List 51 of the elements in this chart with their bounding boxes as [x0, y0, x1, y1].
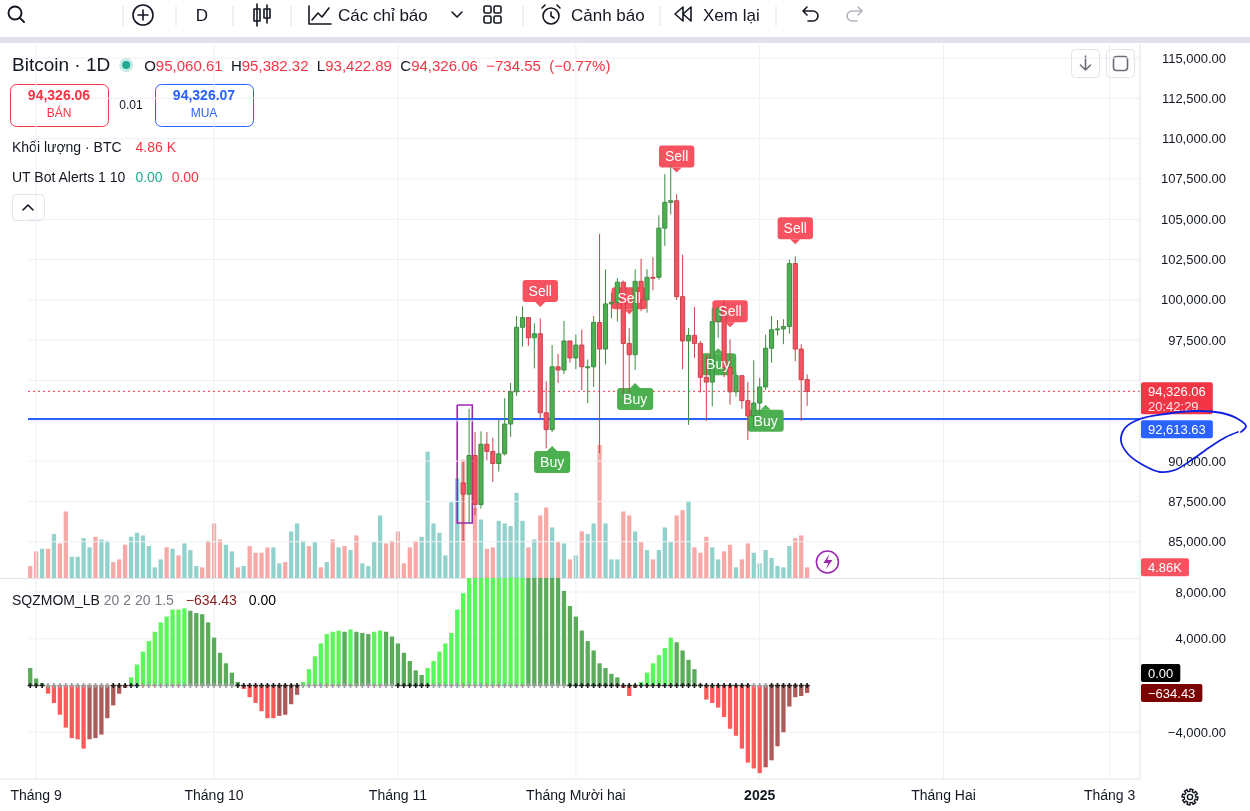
annotation: 0.00: [171, 169, 200, 185]
text: −634.43: [1148, 685, 1196, 701]
annotation: MUA: [190, 106, 218, 120]
y-tick-label: 8,000.00: [1175, 584, 1226, 600]
annotation: UT Bot Alerts 1 10: [12, 169, 126, 185]
annotation: Buy: [623, 391, 648, 408]
text: SQZMOM_LB 20 2 20 1.5: [12, 592, 175, 608]
y-tick-label: 100,000.00: [1160, 292, 1226, 308]
text: Bitcoin · 1D: [12, 54, 111, 75]
y-tick-label: 105,000.00: [1160, 211, 1226, 227]
x-tick-label: Tháng 3: [1083, 787, 1136, 803]
x-tick-label: Tháng Mười hai: [526, 787, 626, 803]
annotation: 0.01: [119, 98, 143, 112]
text: 20:42:29: [1148, 398, 1199, 414]
y-tick-label: 97,500.00: [1168, 332, 1226, 348]
y-tick-label: 4,000.00: [1175, 631, 1226, 647]
annotation: 4.86 K: [135, 139, 177, 155]
annotation: Sell: [528, 283, 552, 300]
chart-title: Khối lượng · BTC: [12, 139, 122, 155]
text: 4.86K: [1148, 560, 1183, 576]
text: Cảnh báo: [571, 6, 645, 25]
annotation: 94,326.07: [172, 87, 236, 103]
annotation: −634.43: [185, 592, 238, 608]
annotation: O95,060.61 H95,382.32 L93,422.89 C94,326.06 −734.55 (−0.77%): [144, 57, 611, 74]
y-tick-label: 110,000.00: [1161, 131, 1226, 147]
y-tick-label: −4,000.00: [1167, 724, 1226, 740]
y-tick-label: 115,000.00: [1161, 50, 1226, 66]
annotation: 0.00: [135, 169, 163, 185]
annotation: Sell: [783, 220, 807, 237]
y-tick-label: 87,500.00: [1168, 493, 1226, 509]
x-tick-label: Tháng 11: [368, 787, 428, 803]
text: 0.00: [1148, 665, 1174, 681]
text: Xem lại: [703, 6, 760, 25]
y-tick-label: 85,000.00: [1168, 534, 1226, 550]
y-tick-label: 112,500.00: [1161, 90, 1226, 106]
text: Các chỉ báo: [338, 6, 428, 25]
text: D: [195, 6, 209, 25]
x-tick-label: Tháng Hai: [911, 787, 976, 803]
ref-line-label: 92,613.63: [1148, 422, 1206, 438]
annotation: 94,326.06: [27, 87, 91, 103]
ref-line-label: 94,326.06: [1148, 384, 1206, 400]
x-tick-label: 2025: [744, 787, 776, 803]
x-tick-label: Tháng 9: [10, 787, 63, 803]
annotation: BÁN: [46, 105, 72, 120]
y-tick-label: 102,500.00: [1160, 252, 1226, 268]
y-tick-label: 107,500.00: [1160, 171, 1226, 187]
annotation: Sell: [664, 148, 689, 165]
x-tick-label: Tháng 10: [184, 787, 244, 803]
annotation: 0.00: [248, 592, 277, 608]
annotation: Buy: [540, 453, 565, 470]
annotation: Buy: [753, 412, 778, 429]
